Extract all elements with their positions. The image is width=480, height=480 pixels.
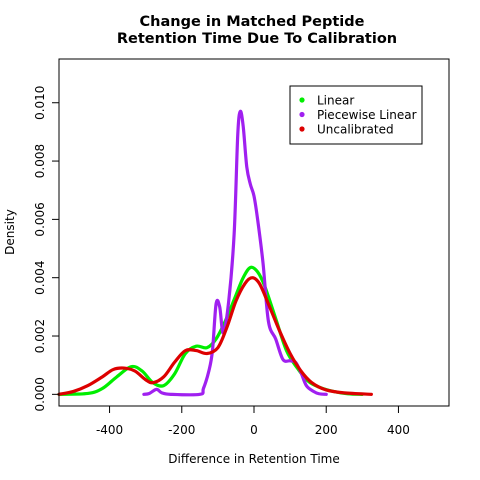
series-layer: [57, 109, 373, 397]
x-tick-label: 0: [250, 423, 258, 437]
series-line-piecewise-linear: [142, 109, 328, 397]
legend-label: Uncalibrated: [317, 122, 394, 136]
y-tick-label: 0.000: [33, 377, 47, 411]
series-line-uncalibrated: [57, 276, 373, 396]
y-axis-label: Density: [3, 209, 17, 255]
y-tick-label: 0.008: [33, 144, 47, 178]
legend-label: Piecewise Linear: [317, 108, 417, 122]
y-tick-label: 0.004: [33, 261, 47, 295]
y-axis: 0.000 0.002 0.004 0.006 0.008 0.010: [33, 86, 60, 412]
y-tick-label: 0.002: [33, 319, 47, 353]
legend-marker: [299, 97, 305, 103]
legend-label: Linear: [317, 93, 354, 107]
legend-box: [289, 85, 423, 145]
chart-title-line-2: Retention Time Due To Calibration: [117, 31, 397, 47]
x-tick-label: 400: [387, 423, 410, 437]
legend-marker: [299, 111, 305, 118]
x-axis: -400 -200 0 200 400: [96, 405, 410, 437]
y-tick-label: 0.006: [33, 202, 47, 236]
x-tick-label: 200: [315, 423, 338, 437]
chart-title-line-1: Change in Matched Peptide: [140, 14, 365, 30]
x-tick-label: -200: [168, 423, 195, 437]
y-tick-label: 0.010: [33, 86, 47, 120]
legend-marker: [299, 126, 305, 132]
x-tick-label: -400: [96, 423, 123, 437]
x-axis-label: Difference in Retention Time: [168, 452, 339, 466]
